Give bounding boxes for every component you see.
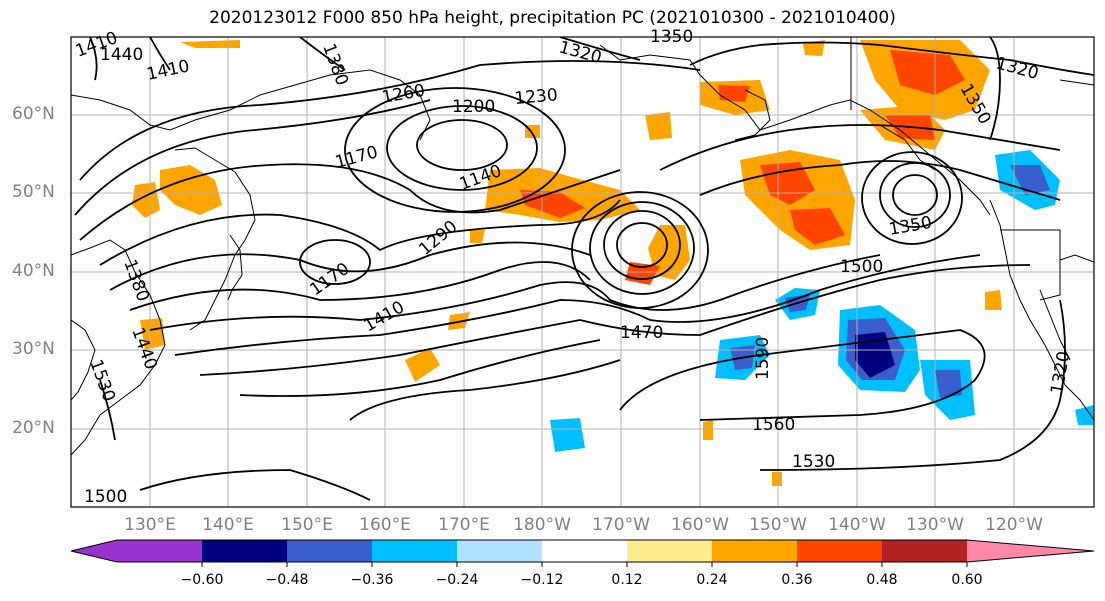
contour-label: 1440 <box>100 45 143 65</box>
longitude-label: 160°W <box>671 515 729 535</box>
latitude-label: 20°N <box>12 418 55 438</box>
latitude-label: 50°N <box>12 182 55 202</box>
contour-label: 1560 <box>752 415 795 435</box>
colorbar-tick-label: 0.60 <box>951 572 983 588</box>
colorbar <box>70 539 1095 567</box>
latitude-label: 60°N <box>12 104 55 124</box>
longitude-label: 120°W <box>985 515 1043 535</box>
colorbar-tick-label: −0.60 <box>180 572 224 588</box>
colorbar-tick-label: 0.24 <box>696 572 728 588</box>
colorbar-tick-label: 0.12 <box>611 572 643 588</box>
contour-label: 1200 <box>452 97 495 117</box>
colorbar-tick-label: −0.48 <box>265 572 309 588</box>
longitude-label: 140°W <box>828 515 886 535</box>
longitude-label: 170°E <box>438 515 490 535</box>
height-contours <box>74 37 1094 501</box>
contour-label: 1230 <box>514 85 559 109</box>
colorbar-segment <box>202 540 287 562</box>
colorbar-tick-label: −0.36 <box>350 572 394 588</box>
map-frame <box>70 36 1095 508</box>
longitude-label: 180°W <box>513 515 571 535</box>
longitude-label: 160°E <box>359 515 411 535</box>
colorbar-extend-low <box>71 540 117 562</box>
longitude-label: 140°E <box>202 515 254 535</box>
longitude-label: 130°E <box>124 515 176 535</box>
latitude-label: 30°N <box>12 339 55 359</box>
contour-label: 1500 <box>840 257 883 277</box>
colorbar-segment <box>117 540 202 562</box>
colorbar-segment <box>372 540 457 562</box>
contour-label: 1470 <box>620 323 663 343</box>
longitude-label: 130°W <box>906 515 964 535</box>
contour-label: 1530 <box>792 452 835 472</box>
colorbar-segment <box>797 540 882 562</box>
colorbar-segment <box>457 540 542 562</box>
colorbar-segment <box>712 540 797 562</box>
colorbar-tick-label: 0.36 <box>781 572 813 588</box>
contour-label: 1590 <box>753 337 773 380</box>
longitude-label: 150°W <box>749 515 807 535</box>
map-title: 2020123012 F000 850 hPa height, precipit… <box>209 8 896 28</box>
colorbar-tick-label: −0.12 <box>520 572 564 588</box>
colorbar-extend-high <box>967 540 1094 562</box>
colorbar-segment <box>287 540 372 562</box>
colorbar-segment <box>542 540 627 562</box>
latitude-label: 40°N <box>12 261 55 281</box>
colorbar-segment <box>882 540 967 562</box>
longitude-label: 170°W <box>592 515 650 535</box>
colorbar-tick-label: −0.24 <box>435 572 479 588</box>
contour-label: 1500 <box>84 487 127 507</box>
precip-positive-areas <box>132 40 1002 486</box>
longitude-label: 150°E <box>281 515 333 535</box>
colorbar-segment <box>627 540 712 562</box>
colorbar-tick-label: 0.48 <box>866 572 898 588</box>
